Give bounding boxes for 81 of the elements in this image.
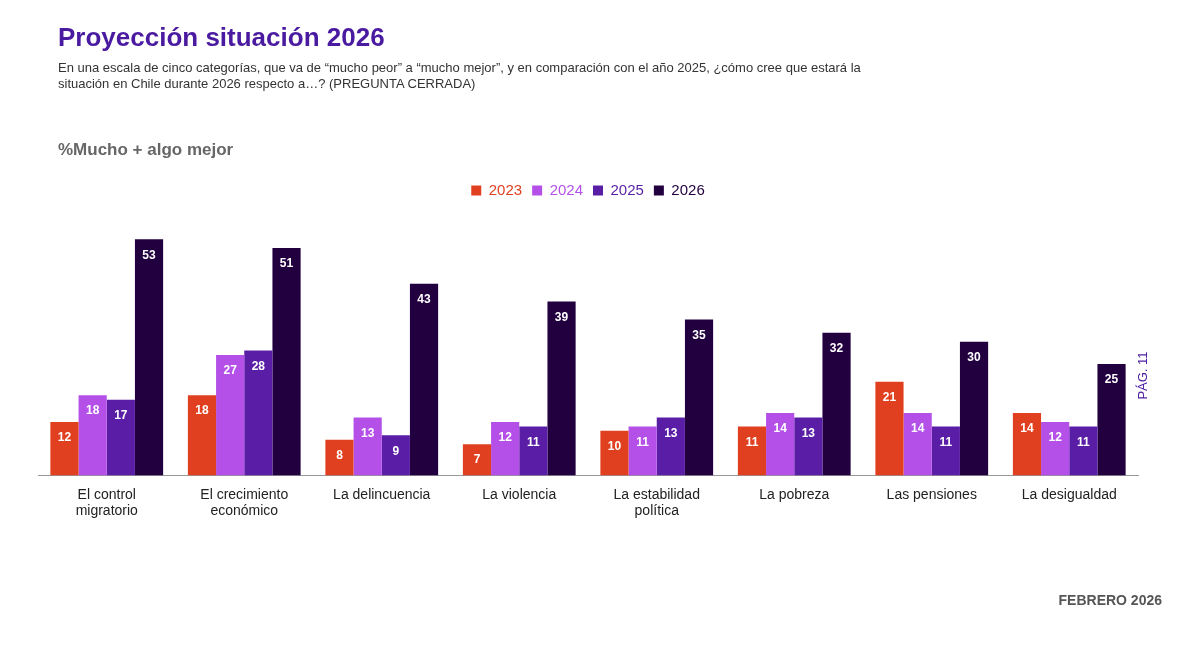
- bar: [409, 283, 439, 476]
- data-label: 8: [336, 448, 344, 463]
- x-tick-label: La estabilidad política: [613, 485, 700, 519]
- bar: [1012, 413, 1042, 476]
- data-label: 51: [279, 256, 294, 271]
- x-tick-label: Las pensiones: [886, 485, 977, 502]
- x-tick-label: La delincuencia: [333, 485, 431, 502]
- chart-title: Proyección situación 2026: [58, 22, 385, 53]
- bar: [1069, 426, 1098, 476]
- x-tick-label: El control migratorio: [75, 485, 139, 519]
- data-label: 35: [692, 327, 707, 342]
- data-label: 10: [607, 439, 622, 454]
- bar: [684, 319, 714, 476]
- bar: [737, 426, 767, 476]
- x-tick-label: La pobreza: [759, 485, 830, 502]
- data-label: 21: [882, 390, 897, 405]
- data-label: 11: [527, 434, 541, 449]
- bar: [272, 248, 301, 476]
- data-label: 39: [554, 309, 569, 324]
- bar: [1097, 363, 1126, 476]
- bar: [1041, 421, 1070, 476]
- data-label: 30: [967, 350, 982, 365]
- text: FEBRERO 2026: [1058, 592, 1162, 608]
- bar: [187, 395, 217, 476]
- bar: [244, 350, 273, 476]
- bar: [875, 381, 904, 476]
- data-label: 12: [57, 430, 72, 445]
- data-label: 12: [1048, 430, 1063, 445]
- annotation: PÁG. 11: [1134, 351, 1150, 400]
- data-label: 11: [939, 434, 953, 449]
- x-tick-label: La desigualdad: [1021, 485, 1117, 502]
- data-label: 18: [85, 403, 100, 418]
- data-label: 14: [1020, 421, 1034, 436]
- data-label: 12: [498, 430, 513, 445]
- bar: [656, 417, 685, 476]
- bar: [766, 413, 795, 476]
- bar: [931, 426, 960, 476]
- bar: [462, 444, 492, 476]
- bar: [628, 426, 657, 476]
- bar: [353, 417, 382, 476]
- data-label: 13: [360, 425, 375, 440]
- bar: [78, 395, 107, 476]
- x-tick-label: El crecimiento económico: [200, 485, 289, 519]
- bar: [519, 426, 548, 476]
- data-label: 11: [1077, 434, 1091, 449]
- bar: [794, 417, 823, 476]
- bar: [600, 430, 629, 476]
- data-label: 7: [473, 452, 481, 467]
- legend-label: 2023: [488, 180, 523, 198]
- data-label: 14: [910, 421, 925, 436]
- data-label: 9: [392, 443, 400, 458]
- data-label: 18: [195, 403, 209, 418]
- bar: [106, 399, 135, 476]
- bar: [959, 341, 989, 476]
- text: %Mucho + algo mejor: [58, 140, 234, 160]
- data-label: 32: [829, 341, 844, 356]
- data-label: 28: [251, 358, 266, 373]
- data-label: 13: [801, 425, 816, 440]
- legend-label: 2025: [610, 180, 644, 198]
- data-label: 11: [745, 434, 759, 449]
- bar: [903, 413, 932, 476]
- chart-subtitle: En una escala de cinco categorías, que va de “mucho peor” a “mucho mejor”, y en comparación con el año 2025, ¿cómo cree que estará la situación en Chile durante 2026 respecto a…? (PREGUNTA CERRADA): [58, 60, 862, 92]
- data-label: 17: [114, 407, 128, 422]
- data-label: 27: [223, 363, 238, 378]
- x-tick-label: La violencia: [482, 485, 557, 502]
- bar: [547, 301, 576, 476]
- data-label: 13: [664, 425, 678, 440]
- bar: [50, 421, 79, 476]
- legend-label: 2024: [549, 180, 584, 198]
- data-label: 25: [1104, 372, 1119, 387]
- bar: [822, 332, 851, 476]
- data-label: 14: [773, 421, 788, 436]
- bar: [381, 435, 410, 476]
- bar: [325, 439, 354, 476]
- legend-label: 2026: [671, 180, 705, 198]
- bar: [491, 421, 520, 476]
- bar: [134, 239, 164, 476]
- bar: [216, 355, 245, 476]
- data-label: 43: [417, 292, 432, 307]
- data-label: 11: [636, 434, 650, 449]
- data-label: 53: [142, 247, 157, 262]
